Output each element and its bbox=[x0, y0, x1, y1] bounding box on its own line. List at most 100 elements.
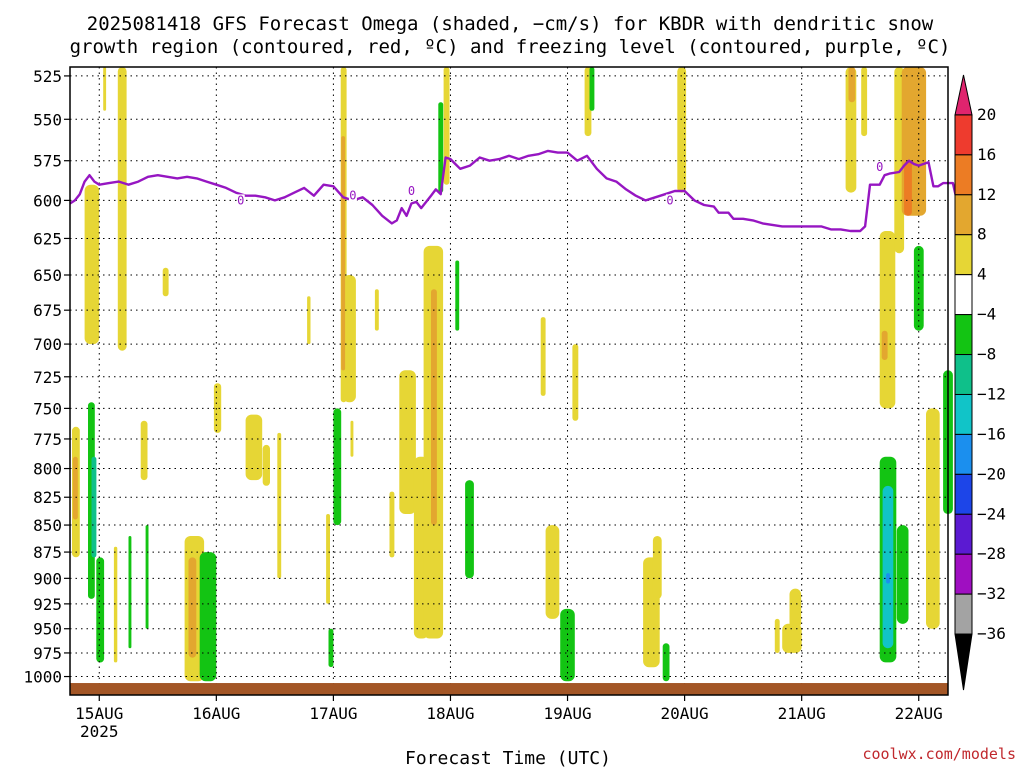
y-axis-tick-label: 575 bbox=[33, 152, 62, 171]
colorbar-segment bbox=[954, 274, 973, 316]
colorbar-segment bbox=[954, 154, 973, 196]
omega-shaded-region bbox=[879, 231, 896, 409]
chart-title-line-2: growth region (contoured, red, ºC) and f… bbox=[70, 36, 951, 58]
omega-shaded-region bbox=[848, 67, 856, 103]
omega-shaded-region bbox=[213, 383, 222, 433]
colorbar-segment bbox=[954, 74, 973, 116]
omega-shaded-region bbox=[894, 67, 905, 254]
omega-shaded-region bbox=[465, 480, 474, 579]
y-axis-tick-label: 925 bbox=[33, 595, 62, 614]
y-axis-tick-label: 600 bbox=[33, 191, 62, 210]
omega-shaded-region bbox=[662, 643, 670, 682]
colorbar-label: −24 bbox=[977, 504, 1006, 523]
omega-shaded-region bbox=[333, 408, 342, 526]
omega-shaded-region bbox=[389, 491, 395, 558]
omega-shaded-region bbox=[589, 67, 595, 111]
omega-shaded-region bbox=[140, 420, 148, 481]
omega-shaded-region bbox=[774, 618, 780, 653]
y-axis-tick-label: 750 bbox=[33, 399, 62, 418]
y-axis-tick-label: 775 bbox=[33, 430, 62, 449]
y-axis-tick-label: 725 bbox=[33, 368, 62, 387]
omega-shaded-region bbox=[374, 289, 379, 331]
omega-shaded-region bbox=[341, 136, 346, 371]
omega-shaded-region bbox=[307, 296, 311, 345]
omega-shaded-region bbox=[96, 557, 105, 663]
colorbar-label: −28 bbox=[977, 544, 1006, 563]
omega-shaded-region bbox=[326, 514, 330, 604]
omega-shaded-region bbox=[904, 160, 912, 216]
omega-shaded-region bbox=[443, 67, 450, 185]
omega-shaded-region bbox=[881, 330, 888, 360]
colorbar-label: −36 bbox=[977, 624, 1006, 643]
colorbar-segment bbox=[954, 633, 973, 691]
omega-shaded-region bbox=[72, 456, 78, 520]
colorbar-segment bbox=[954, 593, 973, 635]
omega-shaded-region bbox=[145, 525, 149, 629]
omega-shaded-region bbox=[399, 370, 416, 514]
omega-shaded-region bbox=[245, 414, 263, 481]
x-axis-tick-label: 21AUG bbox=[778, 704, 826, 723]
y-axis-tick-label: 800 bbox=[33, 460, 62, 479]
omega-shaded-region bbox=[162, 267, 169, 297]
colorbar-segment bbox=[954, 314, 973, 356]
freezing-level-label: 0 bbox=[876, 160, 883, 174]
freezing-level-label: 0 bbox=[237, 193, 244, 207]
omega-shaded-region bbox=[91, 456, 97, 558]
y-axis-tick-label: 675 bbox=[33, 301, 62, 320]
omega-shaded-region bbox=[128, 536, 132, 649]
freezing-level-label-background bbox=[348, 189, 357, 202]
y-axis-tick-label: 525 bbox=[33, 67, 62, 86]
colorbar-segment bbox=[954, 114, 973, 156]
omega-shaded-region bbox=[652, 536, 662, 599]
omega-shaded-region bbox=[431, 289, 437, 525]
freezing-level-label-background bbox=[407, 185, 416, 198]
omega-shaded-region bbox=[896, 525, 909, 624]
omega-shaded-region bbox=[886, 573, 890, 584]
y-axis-tick-label: 700 bbox=[33, 335, 62, 354]
colorbar-segment bbox=[954, 354, 973, 395]
chart-title-line-1: 2025081418 GFS Forecast Omega (shaded, −… bbox=[87, 13, 934, 35]
omega-shaded-region bbox=[926, 408, 940, 629]
omega-shaded-region bbox=[199, 552, 217, 682]
freezing-level-label-background bbox=[236, 194, 245, 207]
plot-frame bbox=[69, 66, 949, 696]
colorbar-label: 20 bbox=[977, 105, 996, 124]
omega-shaded-region bbox=[84, 184, 100, 345]
omega-shaded-region bbox=[343, 275, 356, 403]
x-axis-tick-label: 20AUG bbox=[661, 704, 709, 723]
omega-shaded-region bbox=[117, 67, 127, 351]
y-axis-tick-label: 850 bbox=[33, 516, 62, 535]
omega-shaded-region bbox=[572, 344, 579, 421]
x-axis-tick-label: 22AUG bbox=[895, 704, 943, 723]
colorbar-label: −20 bbox=[977, 464, 1006, 483]
omega-shaded-region bbox=[545, 525, 560, 619]
freezing-level-label: 0 bbox=[666, 193, 673, 207]
colorbar-label: −8 bbox=[977, 345, 996, 364]
colorbar-segment bbox=[954, 433, 973, 475]
colorbar-label: −32 bbox=[977, 584, 1006, 603]
y-axis-tick-label: 875 bbox=[33, 543, 62, 562]
omega-shaded-region bbox=[113, 546, 118, 663]
omega-shaded-region bbox=[328, 628, 334, 668]
omega-shaded-region bbox=[882, 485, 894, 649]
omega-shaded-region bbox=[861, 67, 868, 137]
colorbar-label: 12 bbox=[977, 185, 996, 204]
plot-area: 0 0 0 0 0 bbox=[69, 66, 968, 696]
x-axis-tick-label: 19AUG bbox=[543, 704, 591, 723]
y-axis-tick-label: 650 bbox=[33, 266, 62, 285]
x-axis-tick-label: 17AUG bbox=[309, 704, 357, 723]
y-axis-tick-label: 950 bbox=[33, 620, 62, 639]
source-credit: coolwx.com/models bbox=[862, 745, 1016, 763]
omega-shaded-region bbox=[438, 102, 444, 193]
y-axis: 525 550 575 600 625 650 675 700 725 750 775 800 825 8… bbox=[23, 67, 70, 687]
y-axis-tick-label: 900 bbox=[33, 569, 62, 588]
freezing-level-line bbox=[69, 149, 968, 233]
colorbar-segment bbox=[954, 234, 973, 276]
omega-shaded-region bbox=[677, 67, 687, 193]
x-axis-tick-label: 18AUG bbox=[426, 704, 474, 723]
y-axis-tick-label: 1000 bbox=[23, 668, 62, 687]
freezing-level-label-background bbox=[665, 194, 674, 207]
omega-shaded-region bbox=[455, 260, 460, 331]
